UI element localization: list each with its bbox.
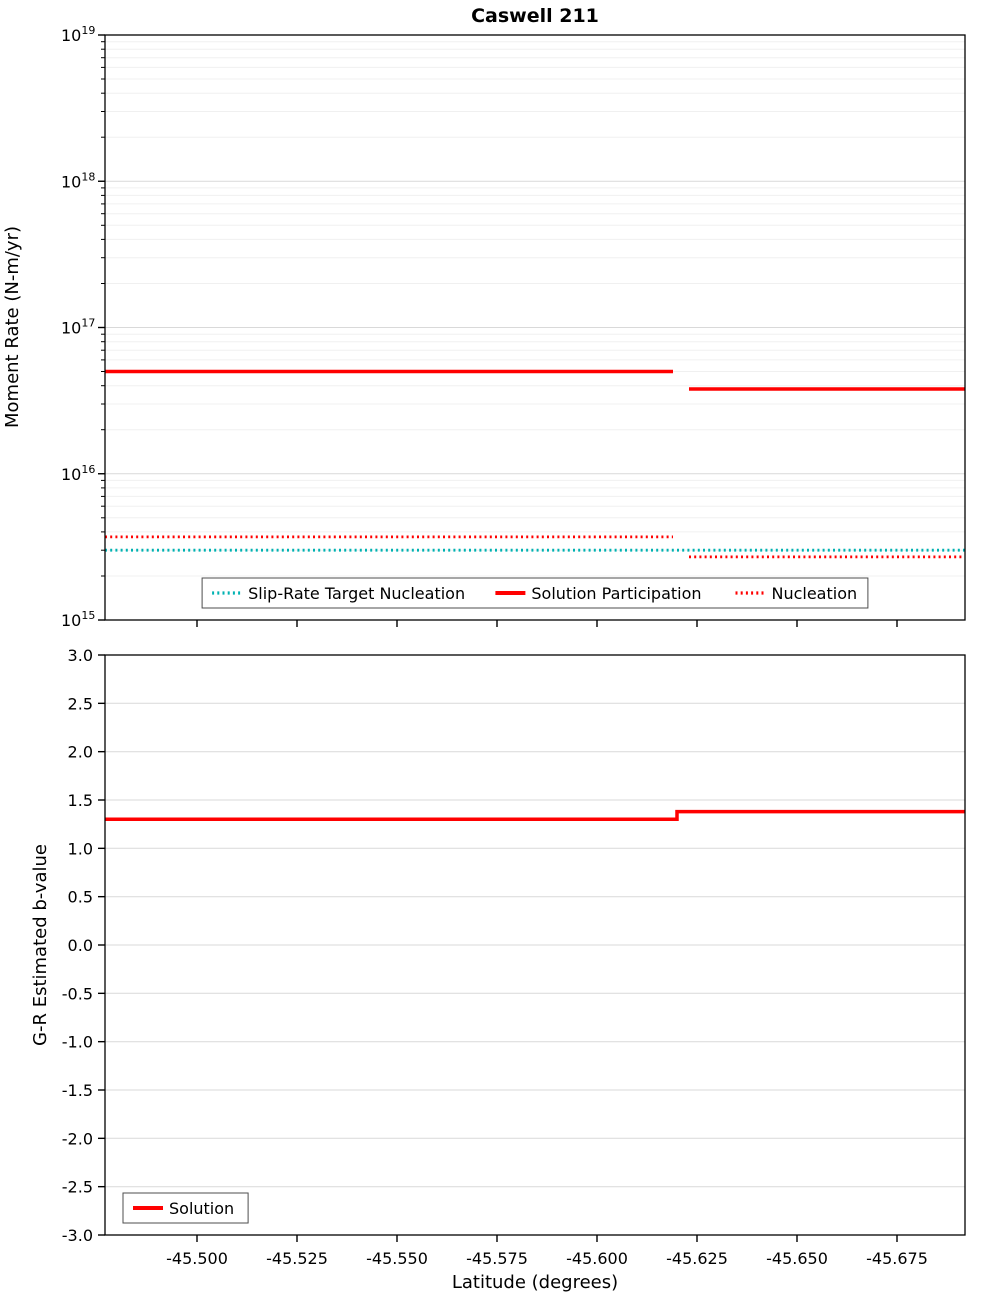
- y-tick-label: -3.0: [62, 1226, 93, 1245]
- y-tick-label: 0.0: [68, 936, 93, 955]
- legend: Slip-Rate Target Nucleation Solution Part…: [201, 577, 869, 609]
- y-tick-label: 1017: [61, 317, 95, 338]
- y-tick-label: 1015: [61, 609, 95, 630]
- y-tick-label: 2.5: [68, 694, 93, 713]
- y-axis-label-b-value: G-R Estimated b-value: [30, 844, 51, 1046]
- x-tick-label: -45.550: [366, 1249, 428, 1268]
- y-tick-label: -2.5: [62, 1178, 93, 1197]
- y-tick-label: 1016: [61, 463, 95, 484]
- y-tick-label: -2.0: [62, 1129, 93, 1148]
- y-tick-label: 1.5: [68, 791, 93, 810]
- y-tick-label: -1.0: [62, 1033, 93, 1052]
- legend: Solution: [122, 1192, 249, 1224]
- x-tick-label: -45.525: [266, 1249, 328, 1268]
- x-tick-label: -45.625: [666, 1249, 728, 1268]
- y-tick-label: 0.5: [68, 888, 93, 907]
- y-tick-label: 3.0: [68, 646, 93, 665]
- y-tick-label: 1018: [61, 170, 95, 191]
- legend-label: Slip-Rate Target Nucleation: [248, 584, 465, 603]
- x-tick-label: -45.600: [566, 1249, 628, 1268]
- x-tick-label: -45.500: [166, 1249, 228, 1268]
- y-tick-label: 2.0: [68, 743, 93, 762]
- x-axis-label-latitude: Latitude (degrees): [452, 1272, 618, 1293]
- chart-title: Caswell 211: [471, 5, 599, 27]
- y-tick-label: -0.5: [62, 984, 93, 1003]
- plot-moment-rate: 1015 1016 1017 1018 1019 Slip-Rate Target Nuc…: [61, 24, 966, 630]
- y-tick-label: 1.0: [68, 839, 93, 858]
- x-tick-label: -45.675: [866, 1249, 928, 1268]
- plot-b-value: 3.0 2.5 2.0 1.5 1.0 0.5 0.0 -0.5 -1.0 -1.5 -2.0 -2.…: [62, 646, 966, 1268]
- legend-label: Solution: [169, 1199, 234, 1218]
- x-tick-label: -45.575: [466, 1249, 528, 1268]
- legend-label: Solution Participation: [531, 584, 701, 603]
- series-solution: [105, 809, 965, 822]
- x-tick-label: -45.650: [766, 1249, 828, 1268]
- y-tick-label: 1019: [61, 24, 95, 45]
- y-axis-label-moment-rate: Moment Rate (N-m/yr): [2, 226, 23, 428]
- legend-label: Nucleation: [771, 584, 857, 603]
- y-tick-label: -1.5: [62, 1081, 93, 1100]
